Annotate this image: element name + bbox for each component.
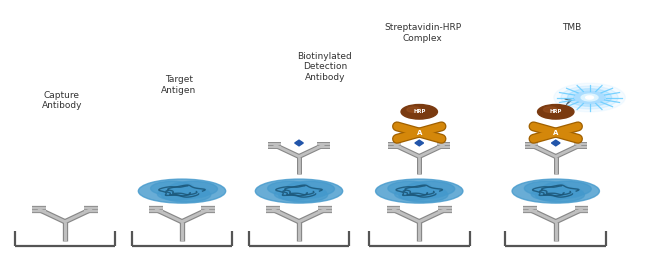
Ellipse shape [525,181,568,196]
Ellipse shape [376,179,463,203]
Circle shape [543,107,557,112]
Text: HRP: HRP [413,109,426,114]
Text: Streptavidin-HRP
Complex: Streptavidin-HRP Complex [384,23,461,43]
Ellipse shape [512,179,599,203]
Ellipse shape [536,188,584,202]
Ellipse shape [174,187,209,198]
Ellipse shape [274,188,313,200]
Polygon shape [551,140,560,146]
Text: A: A [553,129,558,136]
Text: A: A [417,129,422,136]
Text: Target
Antigen: Target Antigen [161,75,196,95]
Text: TMB: TMB [562,23,582,32]
Circle shape [538,105,574,119]
Circle shape [586,96,593,99]
Circle shape [561,86,618,109]
Ellipse shape [151,181,194,196]
Text: HRP: HRP [549,109,562,114]
Ellipse shape [161,188,211,202]
Text: Biotinylated
Detection
Antibody: Biotinylated Detection Antibody [298,52,352,82]
Ellipse shape [406,181,455,197]
Ellipse shape [157,188,196,200]
Ellipse shape [255,179,343,203]
Circle shape [581,94,598,101]
Circle shape [574,91,605,104]
Polygon shape [294,140,304,146]
Polygon shape [415,140,424,146]
Ellipse shape [542,181,592,197]
Ellipse shape [547,187,583,198]
Ellipse shape [138,179,226,203]
Circle shape [407,107,421,112]
Ellipse shape [411,187,447,198]
Ellipse shape [279,188,328,202]
Ellipse shape [398,188,448,202]
Ellipse shape [531,188,569,200]
Ellipse shape [285,181,335,197]
Ellipse shape [388,181,432,196]
Text: Capture
Antibody: Capture Antibody [42,91,82,110]
Circle shape [567,89,612,106]
Ellipse shape [395,188,433,200]
Ellipse shape [291,187,326,198]
Circle shape [401,105,437,119]
Ellipse shape [268,181,311,196]
Circle shape [554,83,625,112]
Ellipse shape [168,181,218,197]
